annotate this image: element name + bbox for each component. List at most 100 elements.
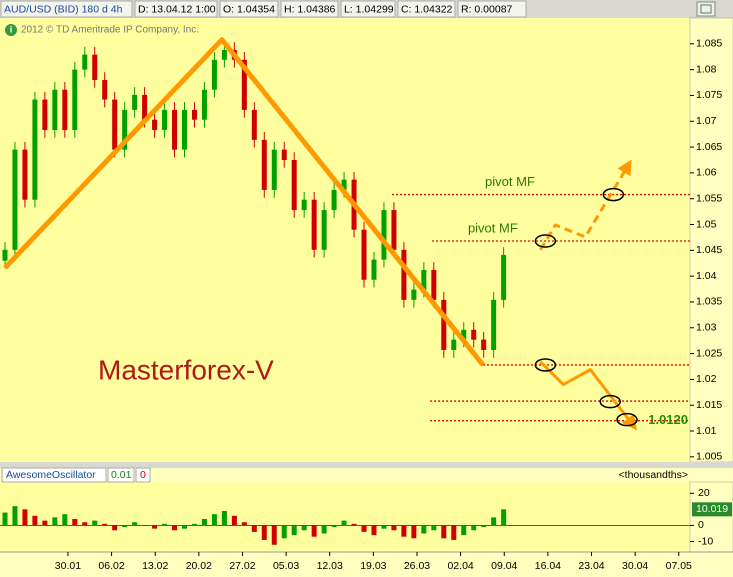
x-tick-label: 06.02	[98, 560, 124, 572]
osc-bar	[201, 519, 207, 526]
candle-body	[431, 269, 437, 300]
osc-bar	[191, 523, 197, 526]
candle-body	[491, 299, 497, 350]
osc-bar	[471, 525, 477, 531]
candle-body	[132, 94, 138, 110]
candle-body	[52, 89, 58, 131]
osc-bar	[491, 517, 497, 526]
candle-body	[381, 210, 387, 260]
candle-body	[441, 299, 447, 350]
osc-param: 0.01	[111, 469, 132, 481]
y-tick-label: 1.005	[696, 451, 722, 463]
osc-bar	[391, 525, 397, 531]
candle-body	[22, 149, 28, 200]
osc-bar	[281, 525, 287, 539]
y-tick-label: 1.03	[696, 322, 717, 334]
candle-body	[32, 99, 38, 200]
candle-body	[181, 109, 187, 150]
window-button[interactable]	[696, 1, 716, 17]
x-tick-label: 27.02	[229, 560, 255, 572]
trend-line	[539, 360, 637, 431]
osc-bar	[311, 525, 317, 537]
candle-body	[361, 229, 367, 280]
osc-bar	[162, 523, 168, 526]
candle-body	[371, 259, 377, 280]
header: AUD/USD (BID) 180 d 4h D: 13.04.12 1:00 O:…	[0, 0, 527, 18]
candle-body	[391, 210, 397, 250]
info-icon[interactable]	[5, 24, 17, 36]
osc-bar	[371, 525, 377, 536]
osc-bar	[501, 509, 507, 526]
header-cell	[134, 0, 218, 18]
y-tick-label: 1.025	[696, 347, 722, 359]
osc-bar	[441, 525, 447, 539]
osc-bar	[221, 510, 227, 526]
osc-bar	[381, 525, 387, 529]
candle-body	[112, 99, 118, 150]
marker-ellipse	[534, 358, 557, 372]
osc-bar	[231, 515, 237, 526]
candle-body	[341, 179, 347, 190]
osc-bar	[142, 525, 148, 526]
osc-bar	[301, 525, 307, 531]
header-item: C: 1.04322	[401, 3, 453, 15]
last-value-label: 10.019	[696, 503, 728, 515]
osc-bar	[52, 517, 58, 526]
x-tick-label: 26.03	[404, 560, 430, 572]
candle-body	[271, 149, 277, 190]
y-tick-label: 1.04	[696, 270, 717, 282]
candle-body	[411, 289, 417, 300]
candle-body	[481, 339, 487, 350]
candle-body	[451, 339, 457, 350]
osc-bar	[42, 520, 48, 526]
osc-param-box	[135, 467, 151, 483]
osc-bar	[22, 509, 28, 526]
osc-bar	[62, 514, 68, 526]
candle-body	[471, 329, 477, 340]
osc-bar	[172, 525, 178, 531]
x-tick-label: 05.03	[273, 560, 299, 572]
osc-title-box	[1, 467, 107, 483]
x-tick-label: 13.02	[142, 560, 168, 572]
candle-body	[152, 119, 158, 131]
header-cell	[280, 0, 339, 18]
osc-bar	[112, 525, 118, 531]
y-tick-label: 1.055	[696, 192, 722, 204]
candle-body	[102, 79, 108, 100]
osc-bar	[341, 520, 347, 526]
header-cell	[457, 0, 527, 18]
osc-param: 0	[140, 469, 146, 481]
osc-bar	[152, 525, 158, 529]
candle-body	[401, 249, 407, 300]
y-tick-label: 1.045	[696, 244, 722, 256]
level-label: 1.0120	[648, 412, 688, 427]
osc-bar	[291, 525, 297, 536]
candle-body	[291, 159, 297, 211]
candle-body	[2, 249, 8, 261]
osc-bar	[181, 525, 187, 529]
osc-bar	[351, 523, 357, 526]
osc-unit: <thousandths>	[619, 469, 688, 481]
candle-body	[201, 89, 207, 120]
x-tick-label: 20.02	[186, 560, 212, 572]
y-tick-label: 1.085	[696, 38, 722, 50]
osc-bar	[92, 520, 98, 526]
window-icon	[700, 4, 712, 14]
header-item: O: 1.04354	[223, 3, 275, 15]
x-tick-label: 19.03	[360, 560, 386, 572]
candle-body	[82, 54, 88, 70]
osc-bar	[241, 522, 247, 526]
candle-body	[261, 139, 267, 190]
candle-body	[191, 109, 197, 120]
osc-bar	[211, 514, 217, 526]
candle-body	[281, 149, 287, 160]
y-tick-label: 0	[698, 519, 704, 531]
osc-bar	[361, 525, 367, 532]
osc-bar	[102, 523, 108, 526]
candle-body	[241, 59, 247, 110]
candle-body	[301, 199, 307, 211]
osc-bar	[82, 522, 88, 526]
osc-bar	[401, 525, 407, 537]
osc-bar	[421, 525, 427, 534]
osc-bar	[32, 515, 38, 526]
